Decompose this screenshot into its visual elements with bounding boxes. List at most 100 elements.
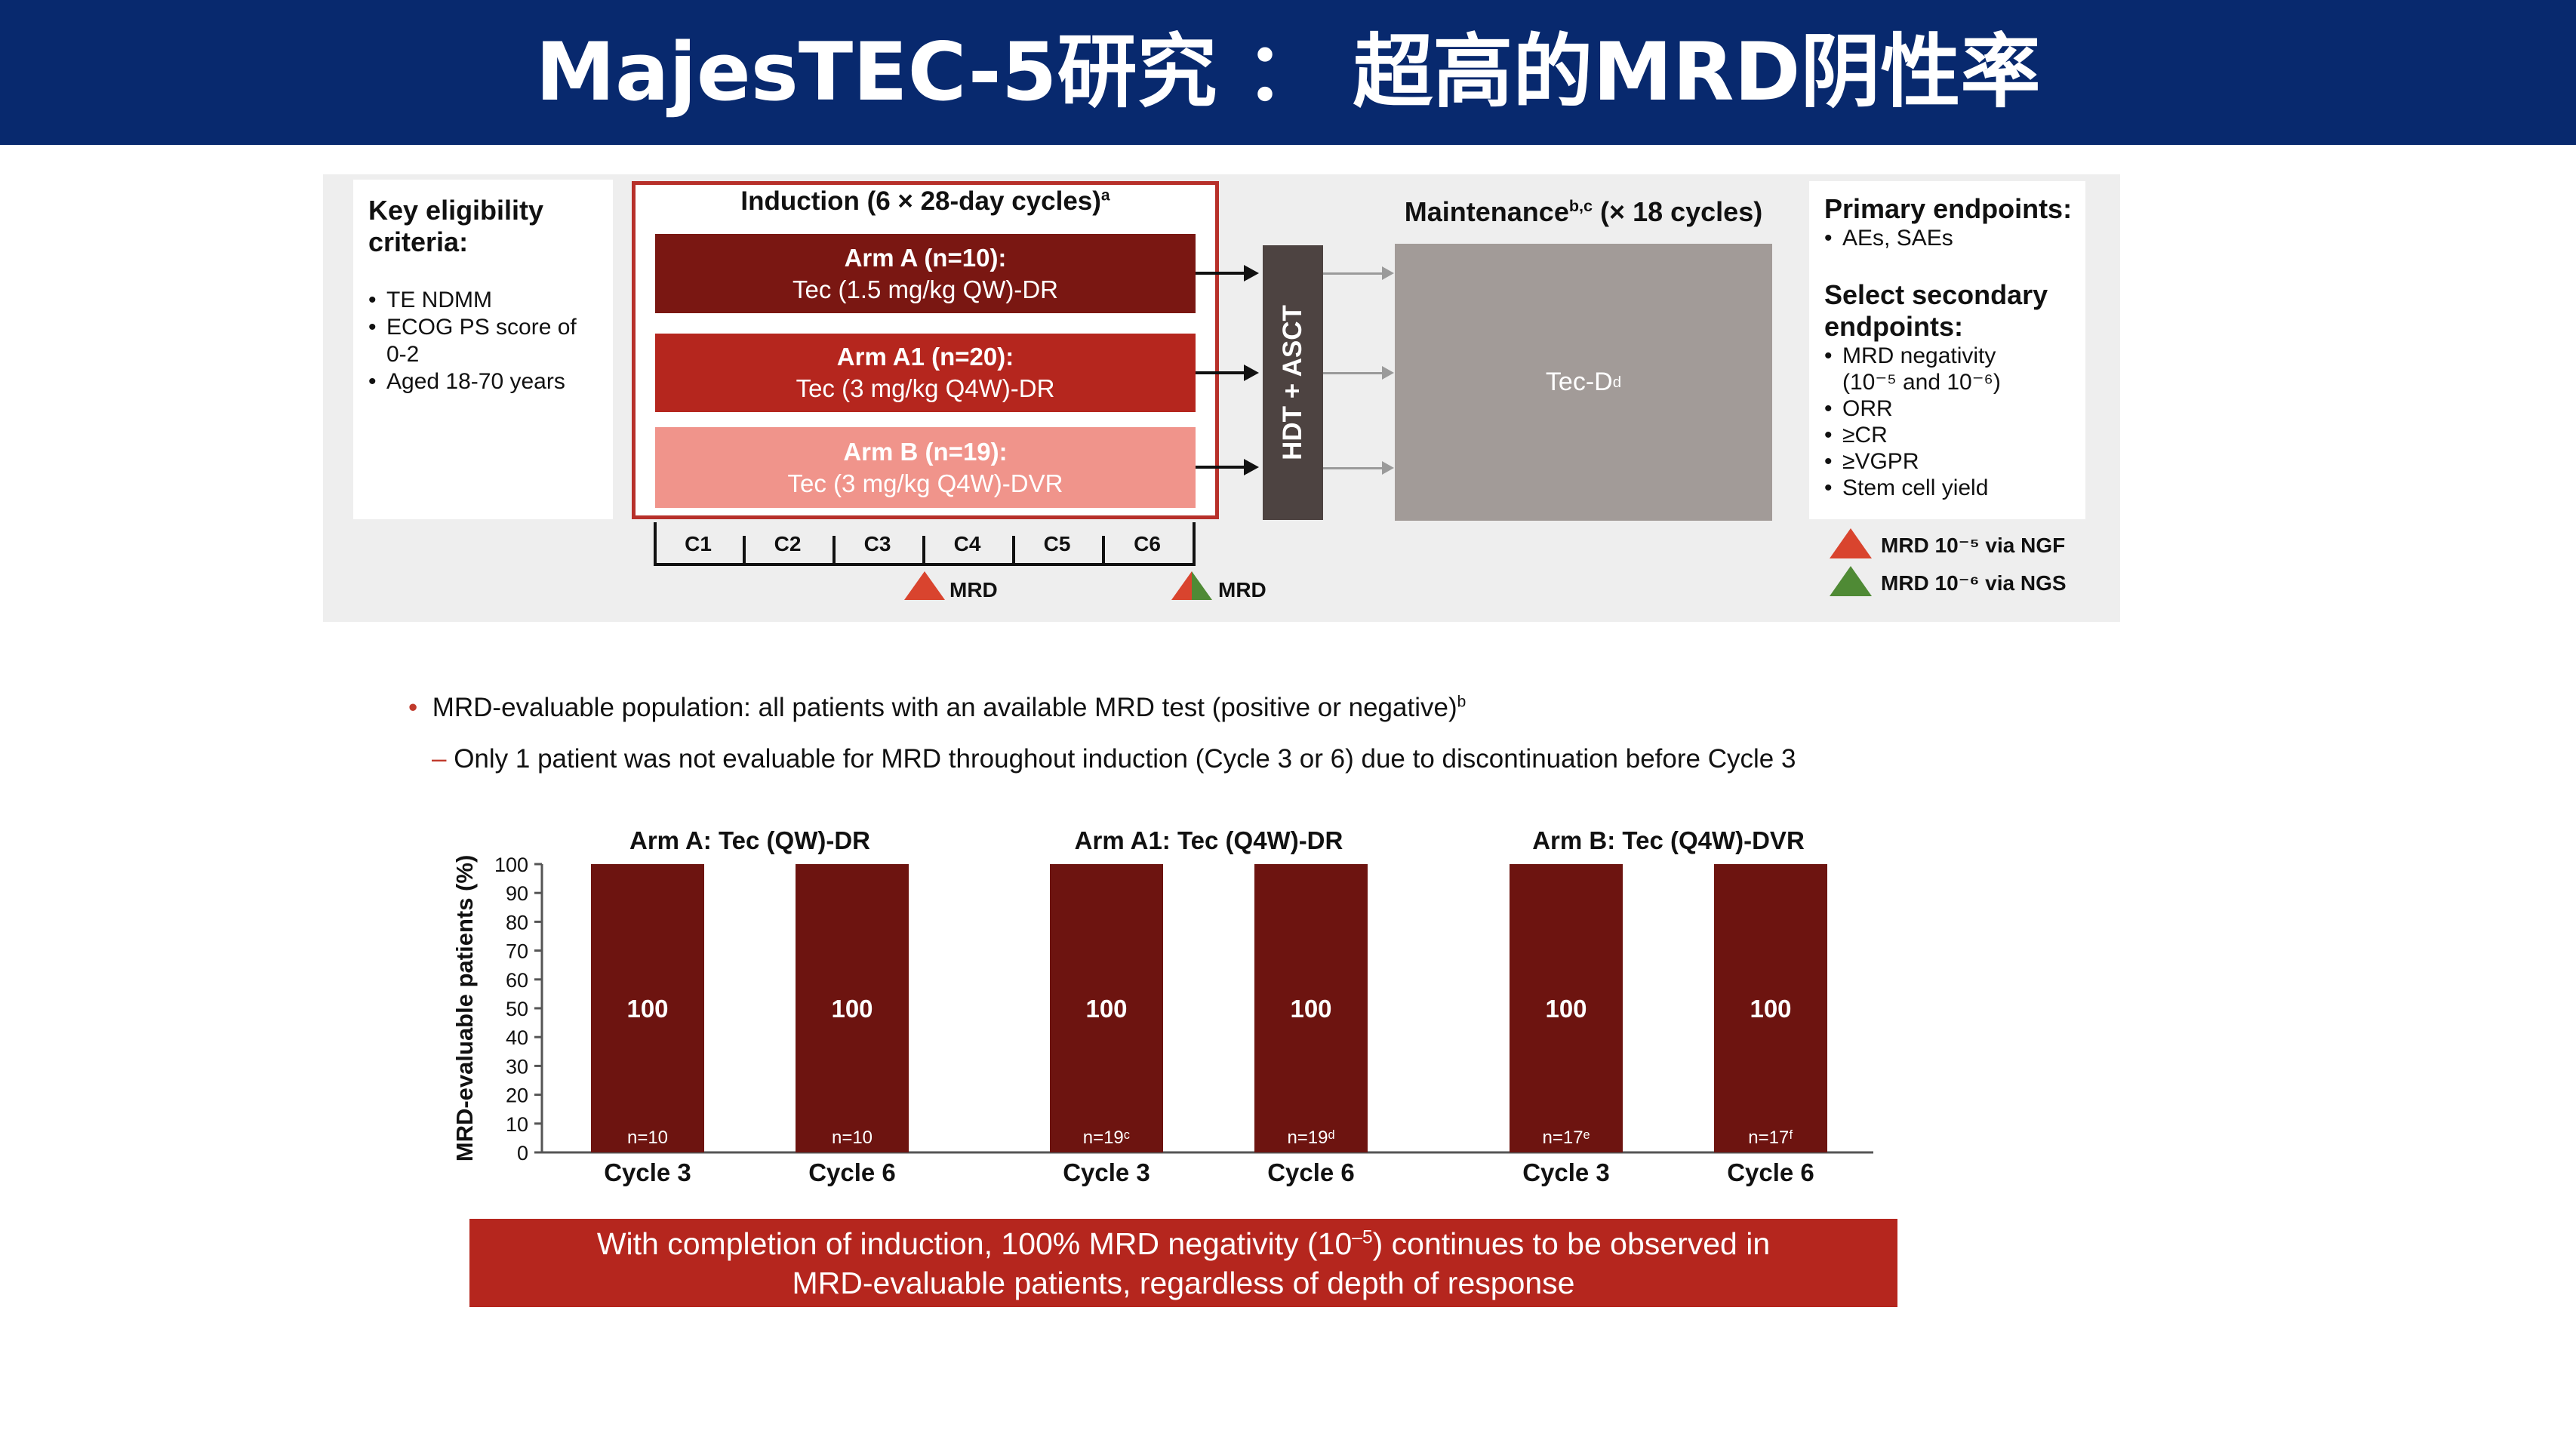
maintenance-regimen-text: Tec-D [1545,368,1613,396]
arrow-arm-a [1196,272,1245,275]
bar-value-label: 100 [831,995,873,1023]
cycle-label: C5 [1043,532,1071,555]
cycle-label: C6 [1134,532,1161,555]
banner-line-1: With completion of induction, 100% MRD n… [469,1224,1897,1263]
bar-n-label: n=10 [832,1128,873,1148]
arm-a-name: Arm A (n=10): [844,243,1007,272]
arm-a-box: Arm A (n=10): Tec (1.5 mg/kg QW)-DR [655,234,1196,313]
y-tick-label: 20 [506,1084,528,1107]
arrow-to-maintenance [1323,272,1383,275]
bar [1714,864,1827,1152]
arrowhead-icon [1244,459,1259,475]
eligibility-list: TE NDMM ECOG PS score of 0-2 Aged 18-70 … [368,287,602,395]
y-tick-label: 70 [506,940,528,963]
y-tick-label: 30 [506,1055,528,1078]
primary-endpoint-item: AEs, SAEs [1824,225,2081,252]
mrd-marker-label: MRD [1218,578,1266,601]
secondary-endpoint-item: MRD negativity (10⁻⁵ and 10⁻⁶) [1824,343,2051,395]
timeline-tick [1193,522,1196,566]
x-category-label: Cycle 6 [1727,1158,1814,1186]
bar-n-label: n=19ᵈ [1287,1128,1334,1148]
bar [1510,864,1623,1152]
arm-a1-regimen: Tec (3 mg/kg Q4W)-DR [796,374,1055,402]
secondary-endpoints-list: MRD negativity (10⁻⁵ and 10⁻⁶) ORR ≥CR ≥… [1824,343,2051,501]
arm-b-name: Arm B (n=19): [843,437,1008,466]
ngf-triangle-icon [1171,571,1192,600]
arrow-arm-a1 [1196,371,1245,374]
cycle-timeline: C1 C2 C3 C4 C5 C6 [654,522,1196,566]
maintenance-title-suffix: (× 18 cycles) [1593,196,1763,227]
arrowhead-icon [1382,366,1394,380]
bar-value-label: 100 [1750,995,1791,1023]
y-tick-label: 80 [506,911,528,934]
y-tick-label: 40 [506,1026,528,1049]
timeline-tick [922,536,925,566]
secondary-endpoint-item: ≥VGPR [1824,448,2051,475]
bullet-main: • MRD-evaluable population: all patients… [408,693,1466,723]
banner-line-1-sup: –5 [1352,1226,1373,1247]
maintenance-title-text: Maintenance [1404,196,1569,227]
y-tick-label: 100 [494,854,528,876]
cycle-label: C3 [863,532,891,555]
secondary-endpoints-title: Select secondary endpoints: [1824,279,2048,342]
banner-line-2: MRD-evaluable patients, regardless of de… [792,1265,1575,1300]
eligibility-item: Aged 18-70 years [368,368,602,395]
page-title: MajesTEC-5研究 ： 超高的MRD阴性率 [535,26,2041,118]
bar-n-label: n=17ᵉ [1543,1128,1590,1148]
arrowhead-icon [1244,365,1259,381]
bullet-dash: – [432,744,454,774]
bullet-dot: • [408,693,432,722]
legend-ngs-label: MRD 10⁻⁶ via NGS [1881,571,2067,595]
ngf-triangle-icon [904,571,945,600]
bar-n-label: n=10 [627,1128,668,1148]
primary-endpoints-list: AEs, SAEs [1824,225,2081,252]
arm-a1-name: Arm A1 (n=20): [836,343,1014,371]
bar [1254,864,1368,1152]
y-tick-label: 10 [506,1113,528,1136]
banner-line-1b: ) continues to be observed in [1372,1226,1771,1261]
mrd-marker-label: MRD [949,578,998,601]
arrowhead-icon [1244,265,1259,281]
eligibility-item: ECOG PS score of 0-2 [368,314,602,368]
bar [1050,864,1163,1152]
arrowhead-icon [1382,461,1394,475]
x-category-label: Cycle 3 [1522,1158,1610,1186]
induction-title: Induction (6 × 28-day cycles)a [636,186,1215,217]
eligibility-item: TE NDMM [368,287,602,314]
arm-b-regimen: Tec (3 mg/kg Q4W)-DVR [787,469,1063,497]
timeline-tick [1102,536,1105,566]
group-title: Arm A: Tec (QW)-DR [629,826,870,854]
endpoints-box: Primary endpoints: AEs, SAEs Select seco… [1809,181,2085,519]
arrow-arm-b [1196,466,1245,469]
bar-value-label: 100 [1085,995,1127,1023]
arm-a-regimen: Tec (1.5 mg/kg QW)-DR [792,275,1059,303]
y-tick-label: 90 [506,882,528,905]
secondary-endpoint-item: Stem cell yield [1824,475,2051,501]
group-title: Arm A1: Tec (Q4W)-DR [1075,826,1343,854]
legend-ngf-label: MRD 10⁻⁵ via NGF [1881,534,2066,557]
arrow-to-maintenance [1323,372,1383,374]
eligibility-title: Key eligibility criteria: [368,195,544,257]
arrowhead-icon [1382,266,1394,280]
eligibility-box: Key eligibility criteria: TE NDMM ECOG P… [353,180,613,519]
y-axis-label: MRD-evaluable patients (%) [451,855,478,1162]
secondary-endpoint-item: ORR [1824,395,2051,422]
bullet-main-text: MRD-evaluable population: all patients w… [432,693,1457,722]
timeline-tick [654,522,657,566]
title-bar [0,0,2576,145]
hdt-asct-box: HDT + ASCT [1263,245,1323,520]
secondary-endpoint-item: ≥CR [1824,422,2051,448]
x-category-label: Cycle 6 [1267,1158,1355,1186]
induction-title-text: Induction (6 × 28-day cycles) [740,186,1101,216]
timeline-tick [1012,536,1015,566]
maintenance-regimen: Tec-D d [1545,368,1622,396]
group-title: Arm B: Tec (Q4W)-DVR [1532,826,1805,854]
cycle-label: C2 [774,532,802,555]
bar-n-label: n=17ᶠ [1748,1128,1793,1148]
bar-value-label: 100 [626,995,668,1023]
arm-b-box: Arm B (n=19): Tec (3 mg/kg Q4W)-DVR [655,427,1196,508]
conclusion-banner: With completion of induction, 100% MRD n… [469,1219,1897,1307]
x-category-label: Cycle 6 [808,1158,896,1186]
bullet-sub-text: Only 1 patient was not evaluable for MRD… [454,744,1796,774]
bar [591,864,704,1152]
